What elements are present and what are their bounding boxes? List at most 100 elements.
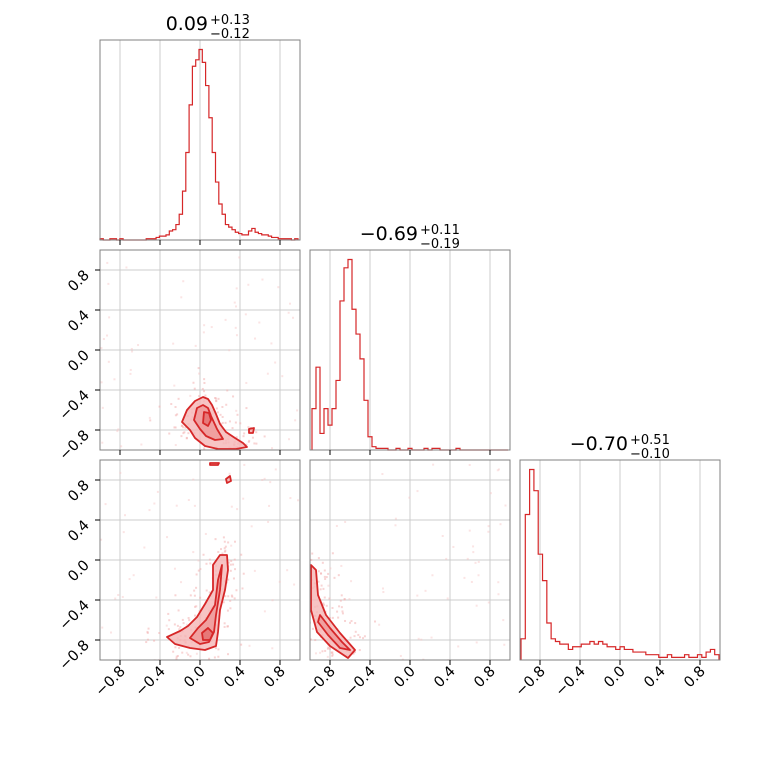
- scatter-point: [341, 612, 344, 615]
- contour-outer: [310, 564, 356, 659]
- scatter-point: [394, 517, 397, 520]
- scatter-point: [194, 614, 197, 617]
- scatter-point: [271, 647, 274, 650]
- scatter-point: [263, 610, 266, 613]
- scatter-point: [235, 589, 238, 592]
- scatter-point: [311, 627, 314, 630]
- scatter-point: [201, 387, 204, 390]
- scatter-point: [203, 390, 206, 393]
- scatter-point: [350, 580, 353, 583]
- scatter-point: [186, 623, 189, 626]
- scatter-point: [182, 622, 185, 625]
- scatter-point: [329, 647, 332, 650]
- scatter-point: [331, 552, 334, 555]
- title-upper-error: +0.13: [210, 13, 250, 28]
- scatter-point: [289, 497, 292, 500]
- scatter-point: [261, 278, 264, 281]
- scatter-point: [208, 591, 211, 594]
- scatter-point: [226, 625, 229, 628]
- contour-core: [201, 627, 214, 641]
- scatter-point: [311, 552, 314, 555]
- scatter-point: [330, 651, 333, 654]
- scatter-point: [477, 574, 480, 577]
- scatter-point: [248, 439, 251, 442]
- scatter-point: [331, 653, 334, 656]
- scatter-point: [328, 597, 331, 600]
- scatter-point: [223, 625, 226, 628]
- scatter-point: [325, 576, 328, 579]
- scatter-point: [122, 531, 125, 534]
- scatter-point: [193, 594, 196, 597]
- scatter-point: [286, 569, 289, 572]
- scatter-point: [487, 530, 490, 533]
- scatter-point: [496, 469, 499, 472]
- scatter-point: [254, 337, 257, 340]
- scatter-point: [331, 654, 334, 657]
- scatter-point: [175, 655, 178, 658]
- scatter-point: [229, 607, 232, 610]
- scatter-point: [215, 407, 218, 410]
- scatter-point: [261, 479, 264, 482]
- scatter-point: [221, 415, 224, 418]
- scatter-point: [128, 578, 131, 581]
- scatter-point: [101, 406, 104, 409]
- scatter-point: [235, 334, 238, 337]
- scatter-point: [100, 347, 103, 350]
- contour-island: [225, 475, 232, 484]
- scatter-point: [195, 652, 198, 655]
- scatter-point: [214, 538, 217, 541]
- title-value: −0.70: [570, 433, 628, 455]
- scatter-point: [267, 520, 270, 523]
- scatter-point: [323, 569, 326, 572]
- scatter-point: [416, 490, 419, 493]
- scatter-point: [431, 574, 434, 577]
- scatter-point: [255, 442, 258, 445]
- scatter-point: [287, 311, 290, 314]
- scatter-point: [202, 331, 205, 334]
- scatter-point: [208, 657, 211, 660]
- scatter-point: [203, 324, 206, 327]
- scatter-point: [422, 658, 425, 660]
- scatter-point: [174, 414, 177, 417]
- scatter-point: [174, 646, 177, 649]
- title-upper-error: +0.11: [420, 223, 460, 238]
- scatter-point: [229, 563, 232, 566]
- scatter-point: [255, 431, 258, 434]
- scatter-point: [354, 622, 357, 625]
- scatter-point: [229, 599, 232, 602]
- scatter-point: [173, 384, 176, 387]
- scatter-point: [271, 599, 274, 602]
- scatter-point: [129, 372, 132, 375]
- scatter-point: [165, 624, 168, 627]
- scatter-point: [198, 395, 201, 398]
- scatter-point: [181, 424, 184, 427]
- title-lower-error: −0.19: [420, 237, 460, 252]
- scatter-point: [271, 447, 274, 450]
- scatter-point: [317, 580, 320, 583]
- scatter-point: [181, 651, 184, 654]
- scatter-point: [173, 426, 176, 429]
- scatter-point: [233, 558, 236, 561]
- scatter-point: [341, 610, 344, 613]
- scatter-point: [353, 651, 356, 654]
- scatter-point: [229, 569, 232, 572]
- scatter-point: [327, 584, 330, 587]
- scatter-point: [323, 575, 326, 578]
- scatter-point: [120, 445, 123, 448]
- scatter-point: [125, 266, 128, 269]
- scatter-point: [233, 301, 236, 304]
- scatter-point: [199, 596, 202, 599]
- scatter-point: [217, 397, 220, 400]
- scatter-point: [101, 626, 104, 629]
- scatter-point: [234, 540, 237, 543]
- scatter-point: [185, 651, 188, 654]
- scatter-point: [497, 593, 500, 596]
- scatter-point: [187, 432, 190, 435]
- scatter-point: [227, 541, 230, 544]
- scatter-point: [270, 342, 273, 345]
- scatter-point: [174, 444, 177, 447]
- scatter-point: [337, 574, 340, 577]
- scatter-point: [174, 405, 177, 408]
- scatter-point: [399, 654, 402, 657]
- scatter-point: [203, 378, 206, 381]
